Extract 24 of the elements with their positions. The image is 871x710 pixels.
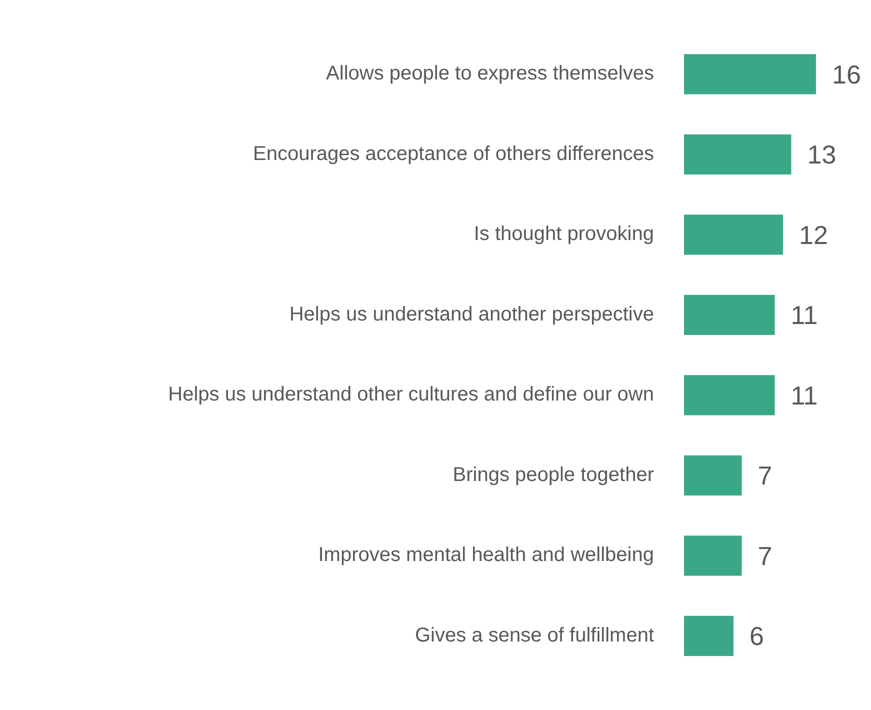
data-label: 7 <box>758 460 772 491</box>
y-tick-label: Brings people together <box>452 464 654 486</box>
y-tick-label: Helps us understand other cultures and define our own <box>168 384 654 406</box>
bar <box>684 375 775 416</box>
data-label: 16 <box>832 59 861 90</box>
data-label: 11 <box>790 380 818 410</box>
bar <box>684 616 734 656</box>
y-tick-label: Helps us understand another perspective <box>289 303 654 326</box>
y-tick-label: Gives a sense of fulfillment <box>415 624 654 646</box>
bar <box>684 294 775 335</box>
y-tick-label: Improves mental health and wellbeing <box>318 544 654 566</box>
y-tick-label: Encourages acceptance of others differences <box>253 142 654 165</box>
data-label: 6 <box>750 621 764 652</box>
bar <box>684 54 816 94</box>
bar <box>684 134 792 174</box>
data-label: 13 <box>807 140 836 170</box>
bar <box>684 214 783 255</box>
data-label: 12 <box>799 220 828 250</box>
bar <box>684 455 742 496</box>
y-tick-label: Allows people to express themselves <box>326 62 654 85</box>
bar <box>684 536 742 576</box>
y-tick-label: Is thought provoking <box>474 223 654 246</box>
data-label: 7 <box>758 540 772 571</box>
data-label: 11 <box>790 300 818 330</box>
